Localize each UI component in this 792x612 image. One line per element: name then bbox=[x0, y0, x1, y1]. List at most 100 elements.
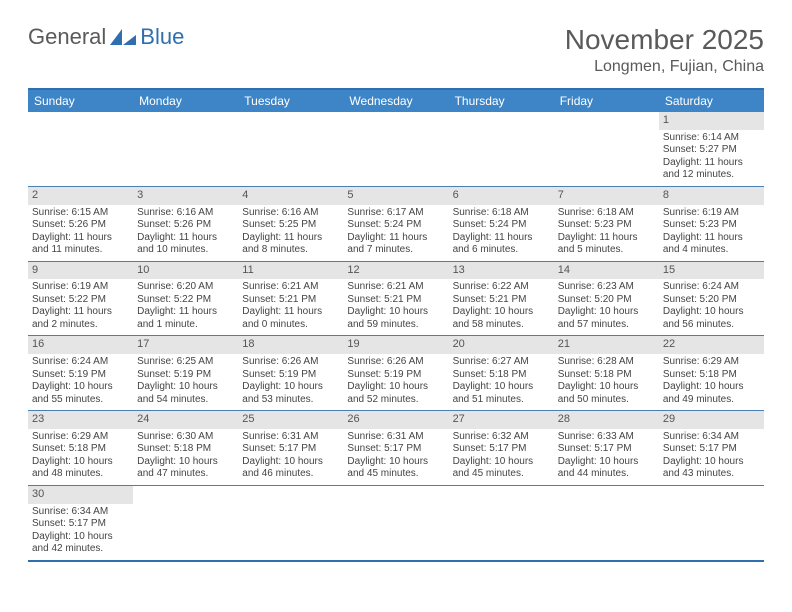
day-cell: 2Sunrise: 6:15 AMSunset: 5:26 PMDaylight… bbox=[28, 187, 133, 261]
day-body: Sunrise: 6:27 AMSunset: 5:18 PMDaylight:… bbox=[449, 354, 554, 410]
day-number: 30 bbox=[28, 486, 133, 504]
day-body: Sunrise: 6:34 AMSunset: 5:17 PMDaylight:… bbox=[28, 504, 133, 560]
sunset-text: Sunset: 5:23 PM bbox=[663, 219, 760, 232]
sunset-text: Sunset: 5:27 PM bbox=[663, 144, 760, 157]
day-cell: 25Sunrise: 6:31 AMSunset: 5:17 PMDayligh… bbox=[238, 411, 343, 485]
day-cell bbox=[554, 486, 659, 560]
day-of-week-header: Wednesday bbox=[343, 90, 448, 112]
sunset-text: Sunset: 5:18 PM bbox=[558, 369, 655, 382]
day-body: Sunrise: 6:16 AMSunset: 5:25 PMDaylight:… bbox=[238, 205, 343, 261]
day-cell: 23Sunrise: 6:29 AMSunset: 5:18 PMDayligh… bbox=[28, 411, 133, 485]
sunrise-text: Sunrise: 6:29 AM bbox=[32, 431, 129, 444]
daylight-text: Daylight: 10 hours and 58 minutes. bbox=[453, 306, 550, 331]
sunrise-text: Sunrise: 6:23 AM bbox=[558, 281, 655, 294]
daylight-text: Daylight: 10 hours and 48 minutes. bbox=[32, 456, 129, 481]
day-body: Sunrise: 6:17 AMSunset: 5:24 PMDaylight:… bbox=[343, 205, 448, 261]
day-number: 17 bbox=[133, 336, 238, 354]
daylight-text: Daylight: 10 hours and 45 minutes. bbox=[347, 456, 444, 481]
week-row: 30Sunrise: 6:34 AMSunset: 5:17 PMDayligh… bbox=[28, 486, 764, 560]
daylight-text: Daylight: 10 hours and 52 minutes. bbox=[347, 381, 444, 406]
sunset-text: Sunset: 5:17 PM bbox=[558, 443, 655, 456]
day-cell: 15Sunrise: 6:24 AMSunset: 5:20 PMDayligh… bbox=[659, 262, 764, 336]
day-cell: 16Sunrise: 6:24 AMSunset: 5:19 PMDayligh… bbox=[28, 336, 133, 410]
day-number: 26 bbox=[343, 411, 448, 429]
logo-text-blue: Blue bbox=[140, 24, 184, 50]
day-number: 24 bbox=[133, 411, 238, 429]
sunrise-text: Sunrise: 6:29 AM bbox=[663, 356, 760, 369]
day-of-week-header: Sunday bbox=[28, 90, 133, 112]
day-cell: 8Sunrise: 6:19 AMSunset: 5:23 PMDaylight… bbox=[659, 187, 764, 261]
sunset-text: Sunset: 5:25 PM bbox=[242, 219, 339, 232]
day-body: Sunrise: 6:34 AMSunset: 5:17 PMDaylight:… bbox=[659, 429, 764, 485]
title-block: November 2025 Longmen, Fujian, China bbox=[565, 24, 764, 76]
sunrise-text: Sunrise: 6:15 AM bbox=[32, 207, 129, 220]
location: Longmen, Fujian, China bbox=[565, 58, 764, 76]
week-row: 1Sunrise: 6:14 AMSunset: 5:27 PMDaylight… bbox=[28, 112, 764, 187]
sunset-text: Sunset: 5:17 PM bbox=[242, 443, 339, 456]
day-cell bbox=[238, 112, 343, 186]
day-cell: 27Sunrise: 6:32 AMSunset: 5:17 PMDayligh… bbox=[449, 411, 554, 485]
sunrise-text: Sunrise: 6:18 AM bbox=[558, 207, 655, 220]
day-cell bbox=[343, 486, 448, 560]
day-number: 13 bbox=[449, 262, 554, 280]
day-of-week-row: SundayMondayTuesdayWednesdayThursdayFrid… bbox=[28, 90, 764, 112]
sunrise-text: Sunrise: 6:25 AM bbox=[137, 356, 234, 369]
sunset-text: Sunset: 5:17 PM bbox=[453, 443, 550, 456]
daylight-text: Daylight: 10 hours and 47 minutes. bbox=[137, 456, 234, 481]
day-number: 10 bbox=[133, 262, 238, 280]
daylight-text: Daylight: 10 hours and 45 minutes. bbox=[453, 456, 550, 481]
sunset-text: Sunset: 5:18 PM bbox=[453, 369, 550, 382]
header: General Blue November 2025 Longmen, Fuji… bbox=[28, 24, 764, 76]
week-row: 16Sunrise: 6:24 AMSunset: 5:19 PMDayligh… bbox=[28, 336, 764, 411]
calendar: SundayMondayTuesdayWednesdayThursdayFrid… bbox=[28, 88, 764, 562]
day-cell: 14Sunrise: 6:23 AMSunset: 5:20 PMDayligh… bbox=[554, 262, 659, 336]
sunset-text: Sunset: 5:19 PM bbox=[347, 369, 444, 382]
day-body: Sunrise: 6:24 AMSunset: 5:20 PMDaylight:… bbox=[659, 279, 764, 335]
day-body: Sunrise: 6:18 AMSunset: 5:24 PMDaylight:… bbox=[449, 205, 554, 261]
day-body: Sunrise: 6:29 AMSunset: 5:18 PMDaylight:… bbox=[659, 354, 764, 410]
sunset-text: Sunset: 5:26 PM bbox=[137, 219, 234, 232]
day-cell: 29Sunrise: 6:34 AMSunset: 5:17 PMDayligh… bbox=[659, 411, 764, 485]
sunrise-text: Sunrise: 6:21 AM bbox=[242, 281, 339, 294]
day-number: 2 bbox=[28, 187, 133, 205]
sunset-text: Sunset: 5:21 PM bbox=[453, 294, 550, 307]
day-number: 22 bbox=[659, 336, 764, 354]
sunrise-text: Sunrise: 6:16 AM bbox=[137, 207, 234, 220]
daylight-text: Daylight: 11 hours and 0 minutes. bbox=[242, 306, 339, 331]
day-body: Sunrise: 6:18 AMSunset: 5:23 PMDaylight:… bbox=[554, 205, 659, 261]
day-number: 8 bbox=[659, 187, 764, 205]
day-number: 19 bbox=[343, 336, 448, 354]
day-cell: 17Sunrise: 6:25 AMSunset: 5:19 PMDayligh… bbox=[133, 336, 238, 410]
day-body: Sunrise: 6:21 AMSunset: 5:21 PMDaylight:… bbox=[238, 279, 343, 335]
day-of-week-header: Tuesday bbox=[238, 90, 343, 112]
day-number: 11 bbox=[238, 262, 343, 280]
day-number: 18 bbox=[238, 336, 343, 354]
day-number: 28 bbox=[554, 411, 659, 429]
day-cell: 24Sunrise: 6:30 AMSunset: 5:18 PMDayligh… bbox=[133, 411, 238, 485]
sunrise-text: Sunrise: 6:28 AM bbox=[558, 356, 655, 369]
day-body: Sunrise: 6:31 AMSunset: 5:17 PMDaylight:… bbox=[343, 429, 448, 485]
day-cell: 20Sunrise: 6:27 AMSunset: 5:18 PMDayligh… bbox=[449, 336, 554, 410]
day-cell: 26Sunrise: 6:31 AMSunset: 5:17 PMDayligh… bbox=[343, 411, 448, 485]
day-cell: 5Sunrise: 6:17 AMSunset: 5:24 PMDaylight… bbox=[343, 187, 448, 261]
sunset-text: Sunset: 5:21 PM bbox=[347, 294, 444, 307]
month-year: November 2025 bbox=[565, 24, 764, 56]
day-cell: 12Sunrise: 6:21 AMSunset: 5:21 PMDayligh… bbox=[343, 262, 448, 336]
sunset-text: Sunset: 5:21 PM bbox=[242, 294, 339, 307]
daylight-text: Daylight: 10 hours and 53 minutes. bbox=[242, 381, 339, 406]
daylight-text: Daylight: 10 hours and 46 minutes. bbox=[242, 456, 339, 481]
day-body: Sunrise: 6:24 AMSunset: 5:19 PMDaylight:… bbox=[28, 354, 133, 410]
daylight-text: Daylight: 10 hours and 43 minutes. bbox=[663, 456, 760, 481]
daylight-text: Daylight: 10 hours and 50 minutes. bbox=[558, 381, 655, 406]
day-cell bbox=[659, 486, 764, 560]
sunset-text: Sunset: 5:24 PM bbox=[453, 219, 550, 232]
day-cell bbox=[238, 486, 343, 560]
sunrise-text: Sunrise: 6:26 AM bbox=[242, 356, 339, 369]
day-body: Sunrise: 6:31 AMSunset: 5:17 PMDaylight:… bbox=[238, 429, 343, 485]
day-body: Sunrise: 6:28 AMSunset: 5:18 PMDaylight:… bbox=[554, 354, 659, 410]
daylight-text: Daylight: 10 hours and 42 minutes. bbox=[32, 531, 129, 556]
logo: General Blue bbox=[28, 24, 184, 50]
daylight-text: Daylight: 10 hours and 56 minutes. bbox=[663, 306, 760, 331]
day-of-week-header: Thursday bbox=[449, 90, 554, 112]
day-number: 25 bbox=[238, 411, 343, 429]
